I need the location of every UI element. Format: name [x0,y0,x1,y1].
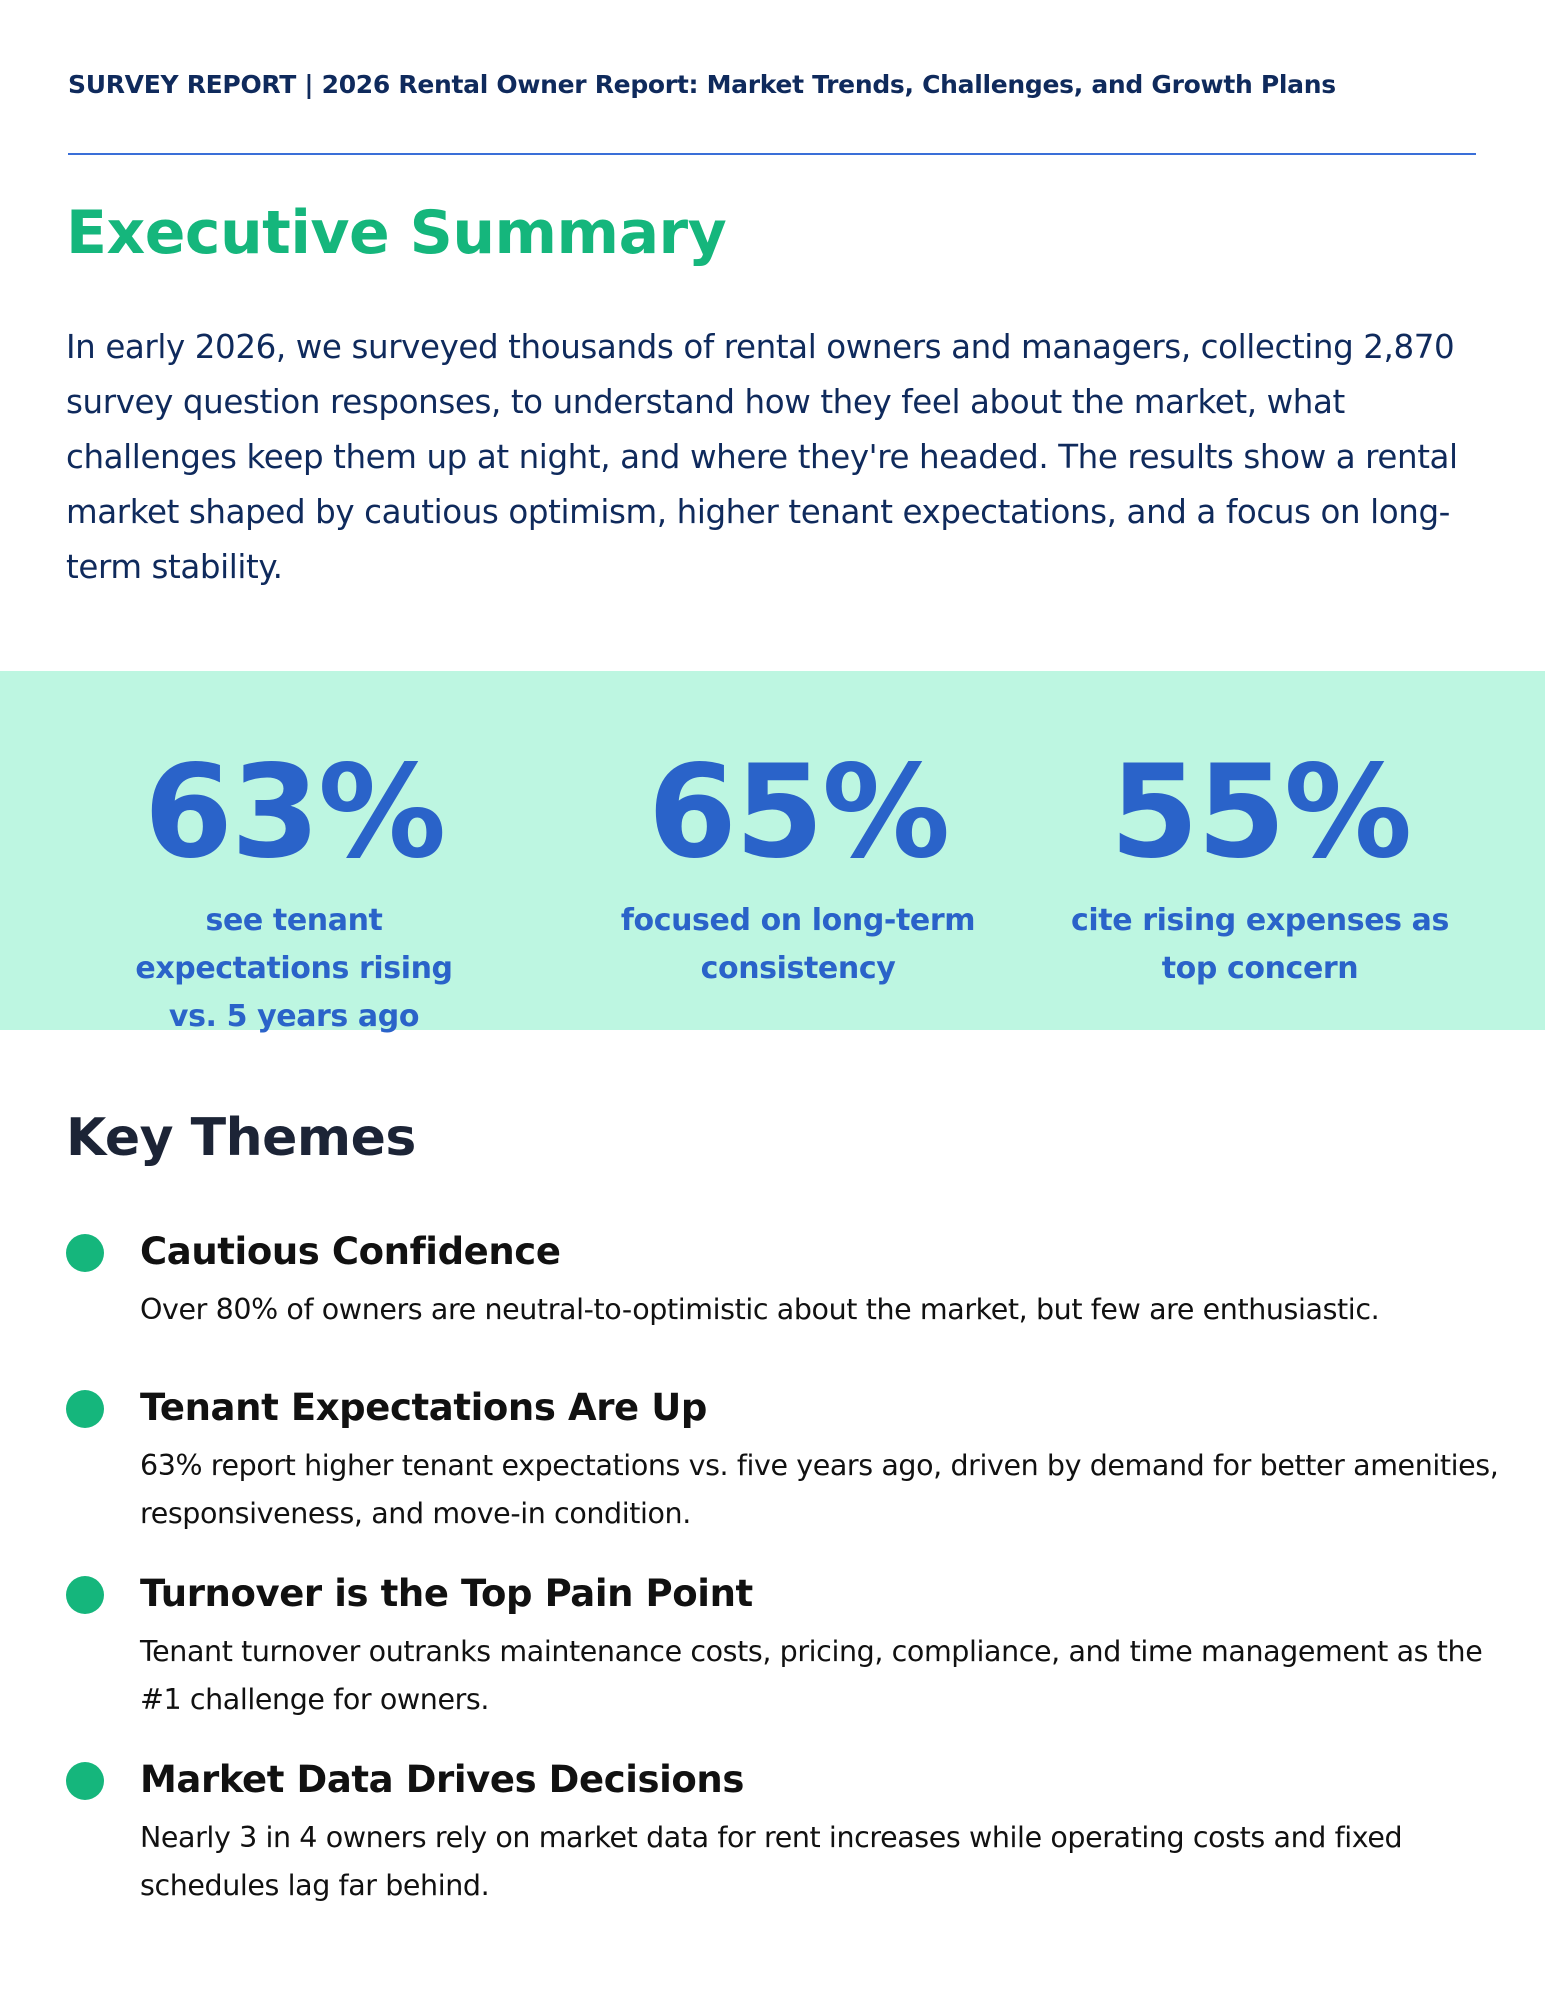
stat-label: see tenant expectations rising vs. 5 yea… [135,903,453,1034]
header-divider [68,153,1476,155]
stat-label: focused on long-term consistency [620,903,976,986]
stat-label: cite rising expenses as top concern [1071,903,1449,986]
theme-body: Tenant turnover outranks maintenance cos… [140,1635,1483,1716]
bullet-dot-icon [66,1762,104,1800]
theme-body: Over 80% of owners are neutral-to-optimi… [140,1293,1380,1326]
bullet-dot-icon [66,1390,104,1428]
executive-summary-body: In early 2026, we surveyed thousands of … [66,328,1458,586]
theme-heading: Tenant Expectations Are Up [140,1386,707,1429]
stats-band: 63% see tenant expectations rising vs. 5… [0,671,1545,1034]
theme-body: 63% report higher tenant expectations vs… [140,1449,1499,1530]
stat-value: 65% [647,738,950,887]
theme-heading: Cautious Confidence [140,1230,561,1273]
executive-summary-title: Executive Summary [66,198,727,268]
report-header-title: SURVEY REPORT | 2026 Rental Owner Report… [68,70,1336,99]
stat-value: 55% [1109,738,1412,887]
theme-heading: Turnover is the Top Pain Point [140,1572,753,1615]
theme-body: Nearly 3 in 4 owners rely on market data… [140,1821,1403,1902]
bullet-dot-icon [66,1234,104,1272]
key-themes-title: Key Themes [66,1108,416,1168]
theme-heading: Market Data Drives Decisions [140,1758,744,1801]
bullet-dot-icon [66,1576,104,1614]
stat-value: 63% [143,738,446,887]
